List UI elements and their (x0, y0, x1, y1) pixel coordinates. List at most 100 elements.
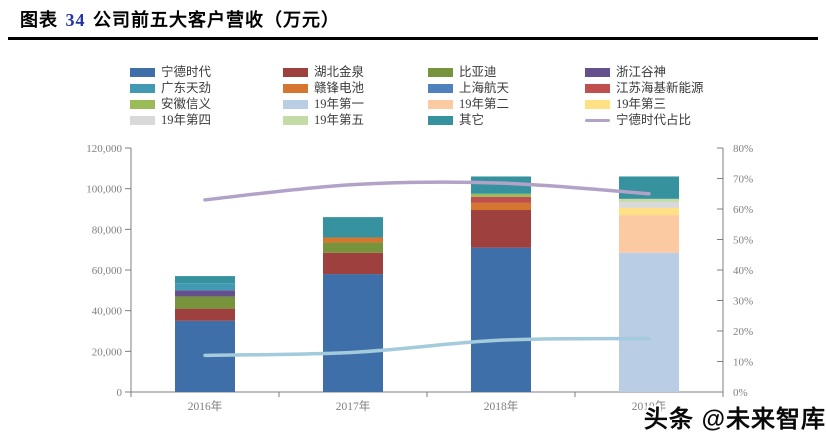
legend-label: 江苏海基新能源 (616, 81, 704, 95)
x-axis-category-label: 2018年 (484, 399, 519, 413)
legend-item: 19年第五 (283, 112, 364, 128)
legend-item: 广东天劲 (130, 80, 211, 96)
bar-segment (323, 274, 383, 392)
legend-color-swatch (130, 83, 155, 93)
bar-segment (471, 193, 531, 197)
bar-segment (175, 308, 235, 321)
legend-item: 宁德时代占比 (585, 112, 704, 128)
legend-item: 19年第一 (283, 96, 364, 112)
figure-title-text: 公司前五大客户营收（万元） (93, 10, 340, 30)
legend-item: 上海航天 (428, 80, 509, 96)
watermark-text: 头条 @未来智库 (643, 406, 826, 433)
legend-color-swatch (428, 115, 453, 125)
right-axis-tick-label: 10% (733, 357, 753, 369)
right-axis-tick-label: 30% (733, 296, 753, 308)
bar-segment (471, 196, 531, 203)
right-axis-tick-label: 60% (733, 204, 753, 216)
legend-color-swatch (428, 67, 453, 77)
bar-segment (175, 296, 235, 309)
legend-item: 其它 (428, 112, 509, 128)
legend-label: 广东天劲 (161, 81, 212, 95)
legend-column: 比亚迪上海航天 19年第二其它 (428, 64, 509, 128)
x-axis-category-label: 2019年 (632, 399, 667, 413)
chart-legend: 宁德时代广东天劲安徽信义 19年第四 湖北金泉赣锋电池 19年第一 19年第五 比亚迪上海… (0, 64, 826, 134)
bar-segment (471, 210, 531, 248)
bar-segment (619, 198, 679, 202)
trend-line (203, 336, 651, 358)
legend-item: 19年第三 (585, 96, 704, 112)
figure-title-prefix: 图表 (20, 10, 58, 30)
right-axis-tick-label: 80% (733, 143, 753, 155)
legend-label: 上海航天 (459, 81, 510, 95)
legend-item: 江苏海基新能源 (585, 80, 704, 96)
legend-column: 宁德时代广东天劲安徽信义 19年第四 (130, 64, 211, 128)
figure-title: 图表 34 公司前五大客户营收（万元） (20, 6, 340, 32)
legend-label: 19年第二 (459, 97, 510, 111)
legend-color-swatch (130, 67, 155, 77)
legend-color-swatch (585, 83, 610, 93)
legend-color-swatch (283, 99, 308, 109)
toutiao-watermark: 头条 @未来智库 (644, 399, 826, 434)
left-axis-tick-label: 120,000 (86, 143, 122, 155)
title-underline (8, 37, 818, 40)
bar-segment (619, 215, 679, 253)
bar-segment (323, 252, 383, 275)
bar-segment (619, 252, 679, 392)
bar-segment (619, 207, 679, 216)
legend-item: 宁德时代 (130, 64, 211, 80)
bar-segment (471, 176, 531, 194)
right-axis-tick-label: 70% (733, 174, 753, 186)
legend-label: 湖北金泉 (314, 65, 365, 79)
legend-label: 19年第三 (616, 97, 667, 111)
right-axis-tick-label: 0% (733, 387, 748, 399)
left-axis-tick-label: 40,000 (92, 306, 123, 318)
legend-color-swatch (130, 115, 155, 125)
legend-color-swatch (585, 99, 610, 109)
bar-segment (175, 290, 235, 297)
legend-label: 宁德时代 (161, 65, 212, 79)
left-axis-tick-label: 20,000 (92, 346, 123, 358)
legend-item: 19年第四 (130, 112, 211, 128)
trend-line (203, 180, 651, 202)
bar-segment (323, 217, 383, 238)
x-axis-category-label: 2017年 (336, 399, 371, 413)
legend-label: 宁德时代占比 (616, 113, 692, 127)
legend-column: 湖北金泉赣锋电池 19年第一 19年第五 (283, 64, 364, 128)
bar-segment (175, 276, 235, 284)
legend-color-swatch (428, 99, 453, 109)
legend-label: 安徽信义 (161, 97, 212, 111)
legend-item: 湖北金泉 (283, 64, 364, 80)
legend-item: 浙江谷神 (585, 64, 704, 80)
legend-label: 19年第五 (314, 113, 365, 127)
legend-item: 比亚迪 (428, 64, 509, 80)
bar-segment (619, 201, 679, 208)
legend-label: 比亚迪 (459, 65, 497, 79)
legend-line-swatch (585, 118, 610, 122)
bar-segment (175, 283, 235, 291)
figure-number: 34 (65, 10, 86, 30)
left-axis-tick-label: 0 (117, 387, 123, 399)
legend-color-swatch (283, 115, 308, 125)
right-axis-tick-label: 40% (733, 265, 753, 277)
legend-color-swatch (585, 67, 610, 77)
legend-column: 浙江谷神江苏海基新能源 19年第三宁德时代占比 (585, 64, 704, 128)
right-axis-tick-label: 50% (733, 235, 753, 247)
legend-label: 浙江谷神 (616, 65, 667, 79)
legend-item: 赣锋电池 (283, 80, 364, 96)
legend-color-swatch (283, 67, 308, 77)
left-axis-tick-label: 80,000 (92, 224, 123, 236)
legend-label: 19年第一 (314, 97, 365, 111)
bar-segment (323, 242, 383, 253)
bar-segment (471, 247, 531, 392)
legend-label: 19年第四 (161, 113, 212, 127)
left-axis-tick-label: 100,000 (86, 184, 122, 196)
bar-segment (323, 237, 383, 243)
right-axis-tick-label: 20% (733, 326, 753, 338)
left-axis-tick-label: 60,000 (92, 265, 123, 277)
legend-label: 赣锋电池 (314, 81, 365, 95)
bar-segment (471, 202, 531, 211)
legend-label: 其它 (459, 113, 485, 127)
x-axis-category-label: 2016年 (188, 399, 223, 413)
